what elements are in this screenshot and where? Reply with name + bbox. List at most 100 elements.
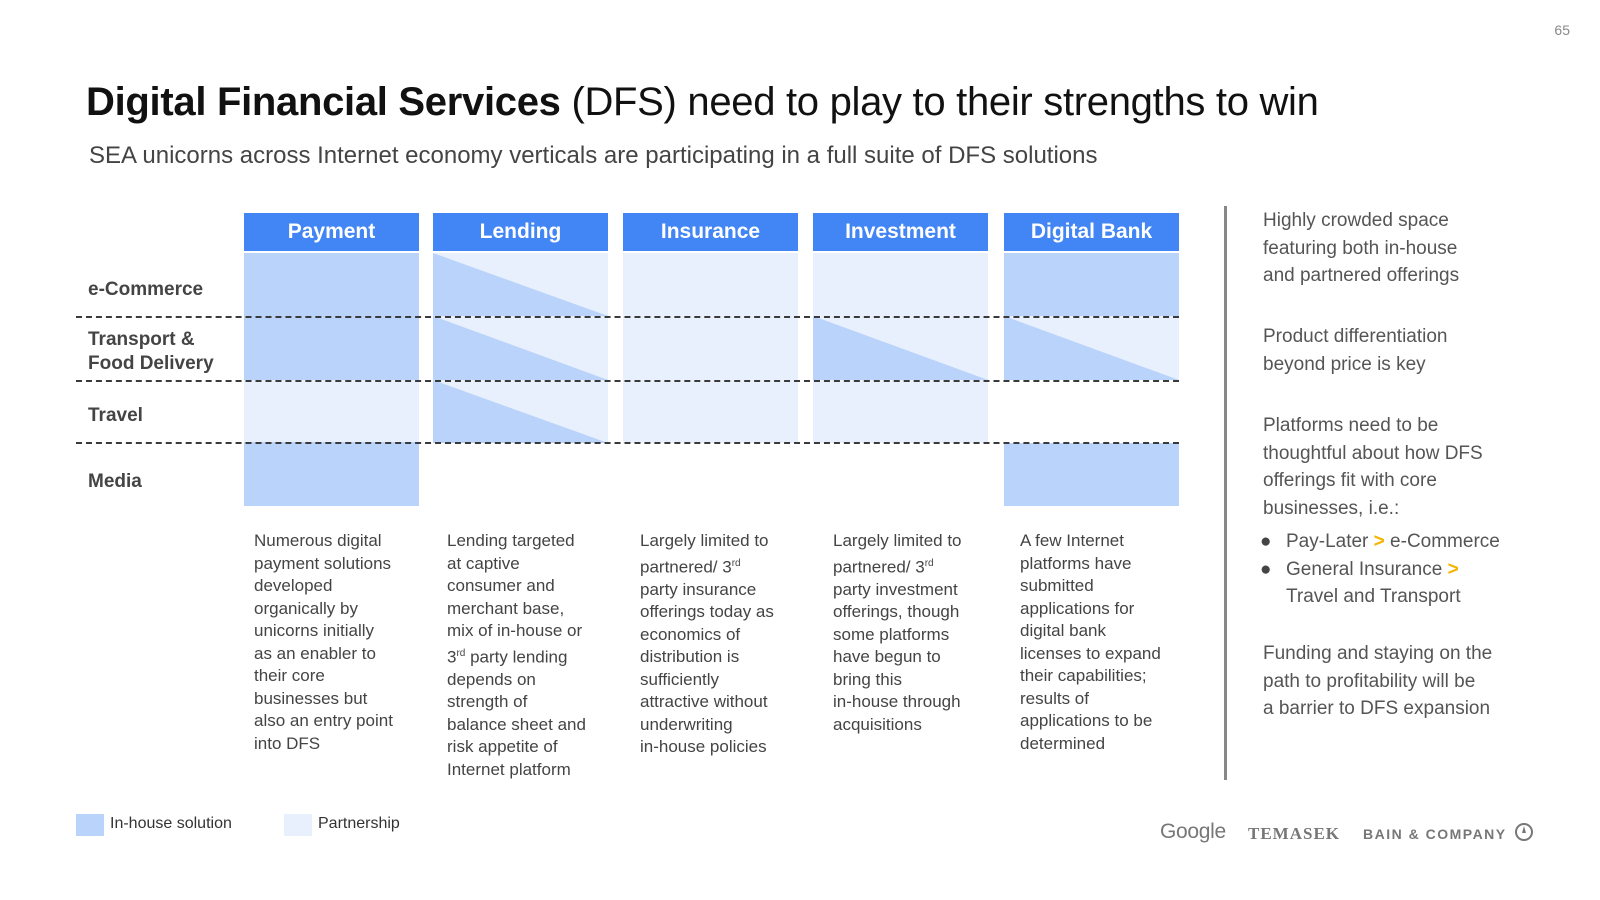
desc-line: attractive without	[640, 692, 768, 712]
desc-line: distribution is	[640, 647, 740, 667]
desc-digital-bank: A few Internet platforms have submitted …	[1020, 530, 1185, 755]
bullet-dot-icon: ●	[1260, 531, 1272, 552]
legend-swatch-partner	[284, 814, 312, 836]
desc-line: depends on	[447, 669, 536, 689]
title-regular: (DFS) need to play to their strengths to…	[560, 80, 1319, 124]
desc-line: party investment	[833, 579, 958, 599]
takeaway-platforms: Platforms need to be thoughtful about ho…	[1263, 412, 1533, 522]
desc-line: their capabilities;	[1020, 666, 1147, 685]
desc-superscript: rd	[731, 557, 741, 569]
desc-line: Lending targeted	[447, 531, 575, 550]
desc-insurance: Largely limited to partnered/ 3rd party …	[640, 530, 805, 759]
takeaway-line: featuring both in-house	[1263, 237, 1458, 259]
desc-line: 3rd party lending	[447, 643, 612, 669]
desc-line: developed	[254, 576, 333, 595]
desc-line: A few Internet	[1020, 531, 1124, 550]
takeaway-line: Product differentiation	[1263, 326, 1448, 347]
desc-payment: Numerous digital payment solutions devel…	[254, 530, 419, 755]
arrow-icon: >	[1447, 558, 1459, 580]
takeaway-line: and partnered offerings	[1263, 265, 1460, 286]
desc-line: offerings, though	[833, 602, 960, 622]
page-number: 65	[1554, 22, 1570, 38]
desc-line: consumer and	[447, 576, 555, 595]
desc-line: Largely limited to	[833, 531, 962, 550]
desc-line: businesses but	[254, 688, 368, 708]
desc-line: into DFS	[254, 733, 321, 753]
row-divider-3	[76, 442, 1179, 444]
row-label-transport: Transport & Food Delivery	[88, 328, 214, 376]
row-label-transport-line2: Food Delivery	[88, 353, 214, 374]
row-label-media: Media	[88, 471, 142, 492]
desc-line: licenses to expand	[1020, 643, 1161, 663]
sidebar-divider	[1224, 206, 1227, 780]
title-bold: Digital Financial Services	[86, 80, 561, 124]
takeaway-line: path to profitability will be	[1263, 670, 1476, 692]
takeaway-line: a barrier to DFS expansion	[1263, 698, 1491, 719]
lending-mixed-pattern	[433, 253, 608, 443]
takeaway-crowded-space: Highly crowded space featuring both in-h…	[1263, 207, 1533, 290]
desc-line: digital bank	[1020, 621, 1107, 640]
desc-line: determined	[1020, 733, 1106, 753]
desc-line: partnered/ 3rd	[640, 553, 805, 579]
desc-line: partnered/ 3rd	[833, 553, 998, 579]
desc-line: in-house through	[833, 692, 961, 712]
bullet-text: General Insurance	[1286, 558, 1443, 580]
cell-insurance-partner	[623, 253, 798, 443]
desc-line: underwriting	[640, 714, 733, 734]
arrow-icon: >	[1373, 531, 1385, 552]
legend-label-inhouse: In-house solution	[110, 815, 232, 832]
desc-line: unicorns initially	[254, 621, 374, 640]
bullet-dot-icon: ●	[1260, 558, 1272, 580]
column-header-investment: Investment	[813, 213, 988, 251]
page-subtitle: SEA unicorns across Internet economy ver…	[89, 142, 1098, 169]
desc-text: 3	[447, 647, 457, 667]
desc-line: Internet platform	[447, 759, 571, 779]
desc-line: platforms have	[1020, 553, 1132, 573]
cell-payment-inhouse-block	[244, 253, 419, 506]
desc-line: Numerous digital	[254, 531, 382, 550]
cell-lending-mixed	[433, 253, 608, 443]
desc-line: at captive	[447, 553, 520, 573]
takeaway-funding: Funding and staying on the path to profi…	[1263, 640, 1533, 723]
desc-line: offerings today as	[640, 602, 774, 622]
desc-line: submitted	[1020, 576, 1094, 595]
desc-line: Largely limited to	[640, 531, 769, 550]
takeaway-line: Highly crowded space	[1263, 210, 1449, 231]
investment-mixed-pattern	[813, 253, 988, 443]
takeaway-line: businesses, i.e.:	[1263, 497, 1400, 519]
desc-line: applications for	[1020, 598, 1135, 618]
desc-lending: Lending targeted at captive consumer and…	[447, 530, 612, 781]
page-title: Digital Financial Services (DFS) need to…	[86, 80, 1319, 125]
column-header-payment: Payment	[244, 213, 419, 251]
bullet-pay-later: ● Pay-Later > e-Commerce	[1258, 528, 1500, 556]
desc-text: party lending	[465, 647, 568, 667]
legend-label-partner: Partnership	[318, 815, 400, 832]
bullet-text: Pay-Later	[1286, 531, 1369, 552]
cell-digital-bank-media	[1004, 443, 1179, 506]
row-label-transport-line1: Transport &	[88, 329, 195, 350]
desc-investment: Largely limited to partnered/ 3rd party …	[833, 530, 998, 736]
desc-line: some platforms	[833, 624, 950, 644]
desc-line: in-house policies	[640, 737, 767, 757]
cell-digital-bank-ecommerce	[1004, 253, 1179, 316]
desc-superscript: rd	[924, 557, 934, 569]
desc-superscript: rd	[456, 647, 466, 659]
desc-line: balance sheet and	[447, 714, 586, 734]
desc-text: partnered/ 3	[640, 557, 732, 577]
takeaway-line: offerings fit with core	[1263, 470, 1437, 491]
row-divider-2	[76, 380, 1179, 382]
cell-digital-bank-transport	[1004, 316, 1179, 380]
desc-line: risk appetite of	[447, 737, 558, 757]
bullet-text: e-Commerce	[1390, 531, 1500, 552]
legend-swatch-inhouse	[76, 814, 104, 836]
digital-bank-mixed-pattern	[1004, 316, 1179, 380]
bain-compass-icon	[1515, 823, 1533, 841]
cell-payment-travel	[244, 380, 419, 442]
column-header-insurance: Insurance	[623, 213, 798, 251]
desc-line: their core	[254, 666, 325, 685]
bullet-general-insurance: ● General Insurance > Travel and Transpo…	[1258, 556, 1500, 611]
takeaway-differentiation: Product differentiation beyond price is …	[1263, 323, 1533, 378]
takeaway-line: thoughtful about how DFS	[1263, 442, 1483, 464]
cell-investment-mixed	[813, 253, 988, 443]
desc-line: strength of	[447, 692, 528, 712]
